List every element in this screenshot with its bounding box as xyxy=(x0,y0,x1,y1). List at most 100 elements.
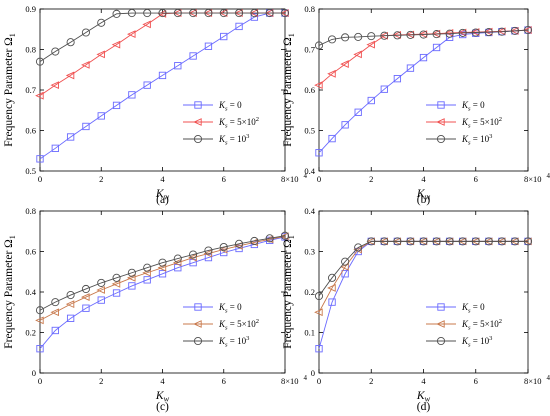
data-point xyxy=(143,263,152,272)
data-point xyxy=(204,9,213,18)
y-tick-label: 0.5 xyxy=(25,166,36,176)
data-point xyxy=(328,134,336,143)
legend-marker xyxy=(436,336,446,346)
panel-caption: (d) xyxy=(417,401,431,413)
data-point xyxy=(432,30,441,39)
legend-marker xyxy=(194,303,202,311)
data-point xyxy=(432,43,441,52)
data-point xyxy=(458,237,467,246)
x-tick-label: 4 xyxy=(160,174,165,184)
data-point xyxy=(112,289,121,297)
series-line xyxy=(318,29,529,46)
panel-d: 00.10.20.30.40 2 4 6 8×10 4Ks = 0Ks = 5×102Ks… xyxy=(282,206,550,413)
data-point xyxy=(235,239,244,248)
data-point xyxy=(189,9,198,18)
x-tick-label: 2 xyxy=(369,376,373,386)
series-3 xyxy=(35,9,290,66)
data-point xyxy=(445,29,454,38)
data-point xyxy=(112,273,121,282)
x-tick-label: 0 xyxy=(317,174,321,184)
data-point xyxy=(158,9,167,18)
x-tick-label: 6 xyxy=(474,376,478,386)
panel-a: 0.5 0.6 0.7 0.8 0.9 0 2 4 6 8×10 4 Ks = 0 Ks = 5×102… xyxy=(3,4,308,206)
data-point xyxy=(367,32,376,41)
data-point xyxy=(314,81,323,90)
y-tick-label: 0.3 xyxy=(304,247,315,257)
series-3 xyxy=(314,26,533,50)
data-point xyxy=(354,32,363,41)
data-point xyxy=(471,237,480,246)
data-point xyxy=(471,28,480,37)
data-point xyxy=(432,237,441,246)
data-point xyxy=(189,52,197,60)
data-point xyxy=(81,284,90,294)
y-tick-label: 0.6 xyxy=(25,126,36,136)
data-point xyxy=(127,9,136,18)
legend-label: Ks = 5×102 xyxy=(461,318,502,332)
data-point xyxy=(36,345,44,353)
data-point xyxy=(314,41,324,50)
data-point xyxy=(35,306,45,315)
data-point xyxy=(314,291,324,301)
x-tick-label: 8×10 xyxy=(281,376,299,386)
data-point xyxy=(142,20,151,29)
legend-label: Ks = 0 xyxy=(461,302,485,315)
data-point xyxy=(484,28,493,37)
series-line xyxy=(318,240,528,297)
y-tick-label: 0.8 xyxy=(25,45,36,55)
x-tick-label: 0 xyxy=(317,376,321,386)
data-point xyxy=(50,308,59,317)
data-point xyxy=(158,258,167,267)
data-point xyxy=(127,268,136,277)
data-point xyxy=(235,9,244,18)
x-axis-label: Kw xyxy=(416,390,431,404)
x-tick-label: 6 xyxy=(222,376,226,386)
data-point xyxy=(380,237,389,246)
x-tick-label: 4 xyxy=(421,376,426,386)
series-3 xyxy=(314,237,533,301)
data-point xyxy=(173,9,182,18)
y-tick-label: 0.6 xyxy=(25,247,36,257)
data-point xyxy=(406,237,415,246)
x-tick-exponent: 4 xyxy=(547,172,550,180)
data-point xyxy=(393,75,402,83)
legend-label: Ks = 5×102 xyxy=(218,318,259,332)
legend-label: Ks = 103 xyxy=(218,335,249,349)
data-point xyxy=(97,296,105,304)
x-axis-label: Kw xyxy=(416,188,431,202)
legend-label: Ks = 0 xyxy=(218,302,242,315)
x-tick-exponent: 4 xyxy=(547,374,550,382)
x-tick-exponent: 4 xyxy=(304,374,308,382)
data-point xyxy=(406,64,415,72)
data-point xyxy=(393,31,402,40)
legend-marker xyxy=(436,118,445,126)
x-tick-label: 2 xyxy=(369,174,373,184)
data-point xyxy=(250,236,259,246)
data-point xyxy=(128,282,136,290)
data-point xyxy=(510,26,519,35)
legend-marker xyxy=(193,336,203,346)
data-point xyxy=(250,9,259,18)
legend-marker xyxy=(194,101,202,109)
data-point xyxy=(203,249,213,258)
data-point xyxy=(406,30,415,39)
data-point xyxy=(174,62,182,70)
data-point xyxy=(367,237,376,246)
data-point xyxy=(66,314,75,322)
y-tick-label: 0.5 xyxy=(304,126,315,136)
x-axis-label: Kw xyxy=(155,188,170,202)
data-point xyxy=(204,246,213,255)
legend-label: Ks = 103 xyxy=(218,133,249,147)
legend: Ks = 0 Ks = 5×102 Ks = 103 xyxy=(183,100,259,147)
x-tick-label: 8×10 xyxy=(524,376,542,386)
legend-marker xyxy=(437,303,445,311)
data-point xyxy=(497,237,506,246)
data-point xyxy=(341,270,349,278)
data-point xyxy=(354,108,362,116)
y-axis-label: Frequency Parameter Ω1 xyxy=(3,235,17,348)
data-point xyxy=(66,133,75,141)
legend-marker xyxy=(193,320,202,328)
x-tick-exponent: 4 xyxy=(304,172,308,180)
x-tick-label: 8×10 xyxy=(524,174,542,184)
plot-frame xyxy=(39,8,286,172)
